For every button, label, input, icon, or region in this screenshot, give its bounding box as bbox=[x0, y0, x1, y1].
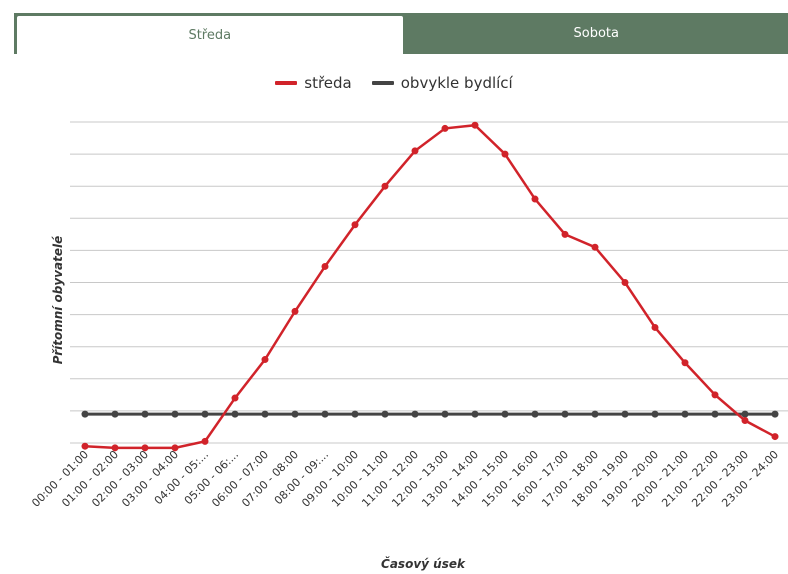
legend-swatch-bydlici bbox=[371, 81, 394, 85]
y-axis-title: Přítomní obyvatelé bbox=[51, 236, 65, 364]
tab-sobota[interactable]: Sobota bbox=[573, 26, 619, 41]
tab-bar: Středa Sobota bbox=[14, 13, 788, 54]
legend-item-streda[interactable]: středa bbox=[275, 74, 352, 92]
data-point-1-17[interactable] bbox=[591, 410, 599, 418]
data-point-0-16[interactable] bbox=[561, 230, 569, 238]
data-point-1-9[interactable] bbox=[351, 410, 359, 418]
data-point-1-13[interactable] bbox=[471, 410, 479, 418]
data-point-1-16[interactable] bbox=[561, 410, 569, 418]
data-point-0-8[interactable] bbox=[321, 262, 329, 270]
data-point-1-19[interactable] bbox=[651, 410, 659, 418]
data-point-0-11[interactable] bbox=[411, 147, 419, 155]
data-point-0-1[interactable] bbox=[111, 444, 119, 452]
data-point-1-18[interactable] bbox=[621, 410, 629, 418]
data-point-1-20[interactable] bbox=[681, 410, 689, 418]
data-point-0-7[interactable] bbox=[291, 307, 299, 315]
data-point-1-6[interactable] bbox=[261, 410, 269, 418]
series-line-0 bbox=[84, 123, 776, 450]
chart-series bbox=[81, 121, 779, 452]
data-point-0-0[interactable] bbox=[81, 442, 89, 450]
data-point-1-4[interactable] bbox=[201, 410, 209, 418]
data-point-1-10[interactable] bbox=[381, 410, 389, 418]
data-point-0-10[interactable] bbox=[381, 182, 389, 190]
data-point-1-7[interactable] bbox=[291, 410, 299, 418]
data-point-0-20[interactable] bbox=[681, 359, 689, 367]
data-point-1-1[interactable] bbox=[111, 410, 119, 418]
chart-legend: středa obvykle bydlící bbox=[0, 74, 788, 92]
data-point-0-3[interactable] bbox=[171, 444, 179, 452]
data-point-0-5[interactable] bbox=[231, 394, 239, 402]
legend-item-bydlici[interactable]: obvykle bydlící bbox=[371, 74, 513, 92]
data-point-0-2[interactable] bbox=[141, 444, 149, 452]
legend-label-bydlici: obvykle bydlící bbox=[400, 74, 513, 92]
data-point-1-8[interactable] bbox=[321, 410, 329, 418]
data-point-1-23[interactable] bbox=[771, 410, 779, 418]
chart-grid bbox=[70, 121, 788, 444]
x-axis-title: Časový úsek bbox=[381, 556, 466, 571]
data-point-1-12[interactable] bbox=[441, 410, 449, 418]
data-point-0-14[interactable] bbox=[501, 150, 509, 158]
data-point-0-9[interactable] bbox=[351, 221, 359, 229]
data-point-0-21[interactable] bbox=[711, 391, 719, 399]
data-point-0-22[interactable] bbox=[741, 417, 749, 425]
legend-label-streda: středa bbox=[304, 74, 352, 92]
data-point-0-18[interactable] bbox=[621, 279, 629, 286]
data-point-1-11[interactable] bbox=[411, 410, 419, 418]
data-point-1-14[interactable] bbox=[501, 410, 509, 418]
data-point-1-15[interactable] bbox=[531, 410, 539, 418]
data-point-0-17[interactable] bbox=[591, 243, 599, 251]
legend-swatch-streda bbox=[275, 81, 298, 85]
data-point-1-2[interactable] bbox=[141, 410, 149, 418]
data-point-1-0[interactable] bbox=[81, 410, 89, 418]
data-point-1-21[interactable] bbox=[711, 410, 719, 418]
data-point-0-15[interactable] bbox=[531, 195, 539, 203]
data-point-0-19[interactable] bbox=[651, 323, 659, 331]
data-point-0-13[interactable] bbox=[471, 121, 479, 129]
data-point-1-22[interactable] bbox=[741, 410, 749, 418]
data-point-1-3[interactable] bbox=[171, 410, 179, 418]
data-point-1-5[interactable] bbox=[231, 410, 239, 418]
tab-streda[interactable]: Středa bbox=[16, 15, 404, 54]
data-point-0-4[interactable] bbox=[201, 437, 209, 445]
data-point-0-12[interactable] bbox=[441, 124, 449, 132]
data-point-0-23[interactable] bbox=[771, 433, 779, 441]
data-point-0-6[interactable] bbox=[261, 356, 269, 364]
